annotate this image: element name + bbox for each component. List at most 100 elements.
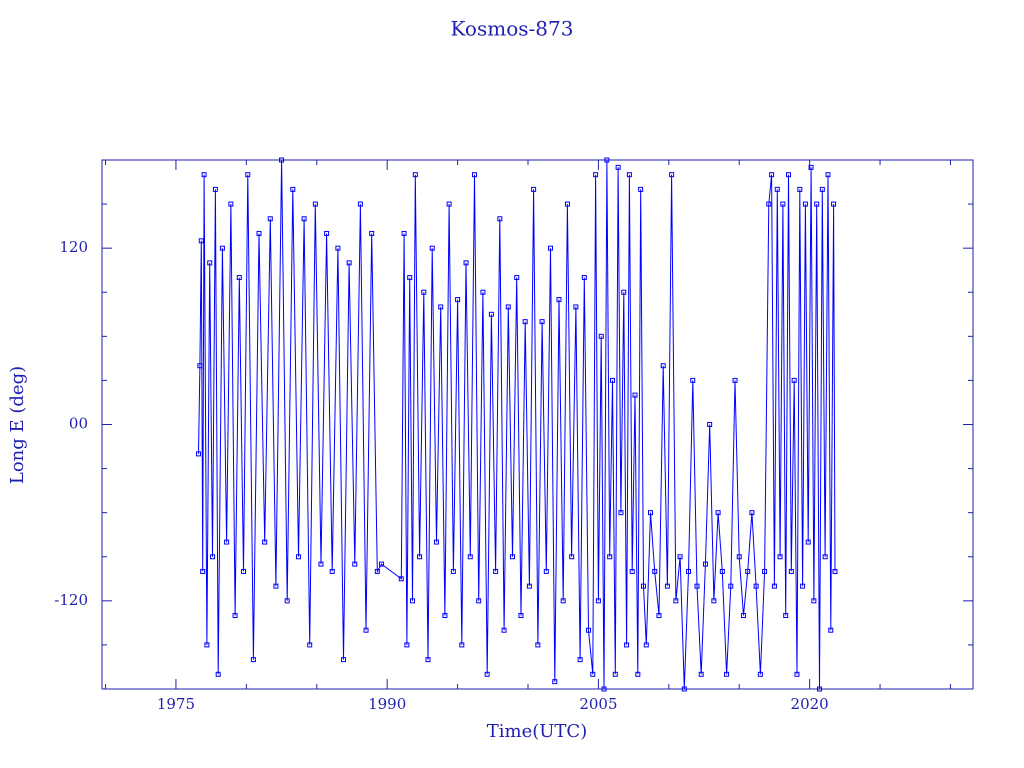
data-point [753, 583, 759, 589]
data-point [284, 598, 290, 604]
data-point [539, 319, 545, 325]
data-point [501, 627, 507, 633]
data-point [808, 164, 814, 170]
data-point [648, 510, 654, 516]
data-point [832, 568, 838, 574]
data-point [732, 377, 738, 383]
data-point [719, 568, 725, 574]
data-point [632, 392, 638, 398]
data-point [604, 157, 610, 163]
data-point [694, 583, 700, 589]
data-point [425, 657, 431, 663]
data-point [769, 172, 775, 178]
data-point [686, 568, 692, 574]
series [195, 157, 838, 692]
data-point [369, 230, 375, 236]
data-point [200, 568, 206, 574]
data-point [324, 230, 330, 236]
data-point [629, 568, 635, 574]
data-line [198, 159, 836, 690]
data-point [228, 201, 234, 207]
data-point [677, 554, 683, 560]
data-point [817, 686, 823, 692]
data-point [593, 172, 599, 178]
data-point [595, 598, 601, 604]
data-point [800, 583, 806, 589]
data-point [797, 186, 803, 192]
data-point [640, 583, 646, 589]
data-point [335, 245, 341, 251]
data-point [497, 216, 503, 222]
data-point [543, 568, 549, 574]
data-point [442, 613, 448, 619]
data-point [484, 671, 490, 677]
data-point [607, 554, 613, 560]
data-point [586, 627, 592, 633]
data-point [510, 554, 516, 560]
data-point [780, 201, 786, 207]
data-point [581, 275, 587, 281]
data-point [363, 627, 369, 633]
data-point [215, 671, 221, 677]
data-point [690, 377, 696, 383]
data-point [471, 172, 477, 178]
data-point [745, 568, 751, 574]
data-point [707, 422, 713, 427]
data-point [301, 216, 307, 222]
data-point [609, 377, 615, 383]
data-point [564, 201, 570, 207]
data-point [505, 304, 511, 310]
data-point [805, 539, 811, 545]
data-point [488, 311, 494, 317]
data-point [791, 377, 797, 383]
data-point [438, 304, 444, 310]
data-point [374, 568, 380, 574]
data-point [577, 657, 583, 663]
data-point [219, 245, 225, 251]
data-point [212, 186, 218, 192]
data-point [711, 598, 717, 604]
data-point [774, 186, 780, 192]
data-point [312, 201, 318, 207]
y-tick-label: -120 [54, 591, 88, 609]
y-tick-label: 00 [69, 415, 88, 433]
data-point [615, 164, 621, 170]
data-point [201, 172, 207, 178]
data-point [612, 671, 618, 677]
data-point [664, 583, 670, 589]
data-point [783, 613, 789, 619]
data-point [245, 172, 251, 178]
x-tick-label: 2020 [791, 695, 829, 713]
data-point [195, 451, 201, 457]
data-point [831, 201, 837, 207]
data-point [681, 686, 687, 692]
data-point [749, 510, 755, 516]
data-point [446, 201, 452, 207]
data-point [210, 554, 216, 560]
data-point [590, 671, 596, 677]
data-point [346, 260, 352, 266]
data-point [669, 172, 675, 178]
data-point [236, 275, 242, 281]
chart-title: Kosmos-873 [451, 17, 574, 41]
data-point [736, 554, 742, 560]
data-point [638, 186, 644, 192]
x-tick-label: 1990 [368, 695, 406, 713]
data-point [241, 568, 247, 574]
data-point [404, 642, 410, 648]
data-point [232, 613, 238, 619]
data-point [480, 289, 486, 295]
y-tick-label: 120 [59, 238, 88, 256]
data-point [601, 686, 607, 692]
data-point [757, 671, 763, 677]
data-point [401, 230, 407, 236]
data-point [318, 561, 324, 567]
data-point [207, 260, 213, 266]
data-point [476, 598, 482, 604]
data-point [548, 245, 554, 251]
x-axis-label: Time(UTC) [487, 721, 587, 742]
data-point [450, 568, 456, 574]
data-point [514, 275, 520, 281]
data-point [618, 510, 624, 516]
